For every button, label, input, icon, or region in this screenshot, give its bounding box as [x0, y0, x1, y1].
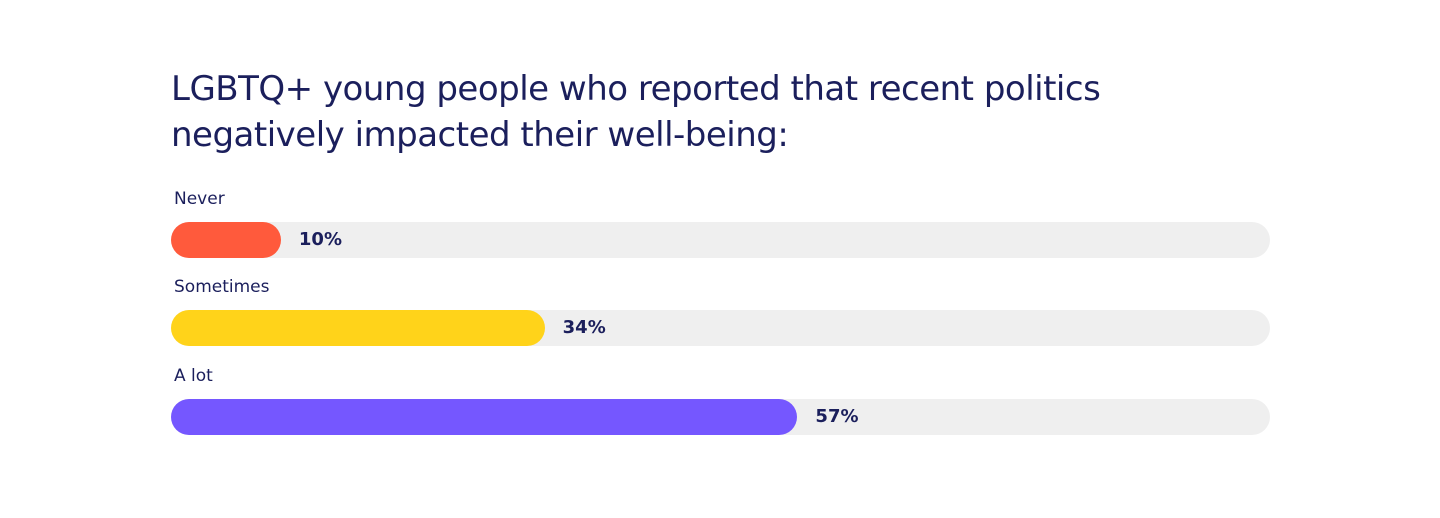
category-label: Sometimes: [174, 277, 270, 297]
bar-fill: [171, 310, 545, 346]
value-label: 10%: [298, 229, 342, 250]
bar-fill: [171, 399, 798, 435]
chart-title: LGBTQ+ young people who reported that re…: [171, 69, 1101, 155]
category-label: A lot: [174, 366, 213, 386]
bar-track: 57%: [171, 399, 1270, 435]
bar-track: 10%: [171, 222, 1270, 258]
bar-fill: [171, 222, 281, 258]
value-label: 34%: [562, 317, 606, 338]
value-label: 57%: [815, 406, 859, 427]
bar-track: 34%: [171, 310, 1270, 346]
category-label: Never: [174, 189, 225, 209]
